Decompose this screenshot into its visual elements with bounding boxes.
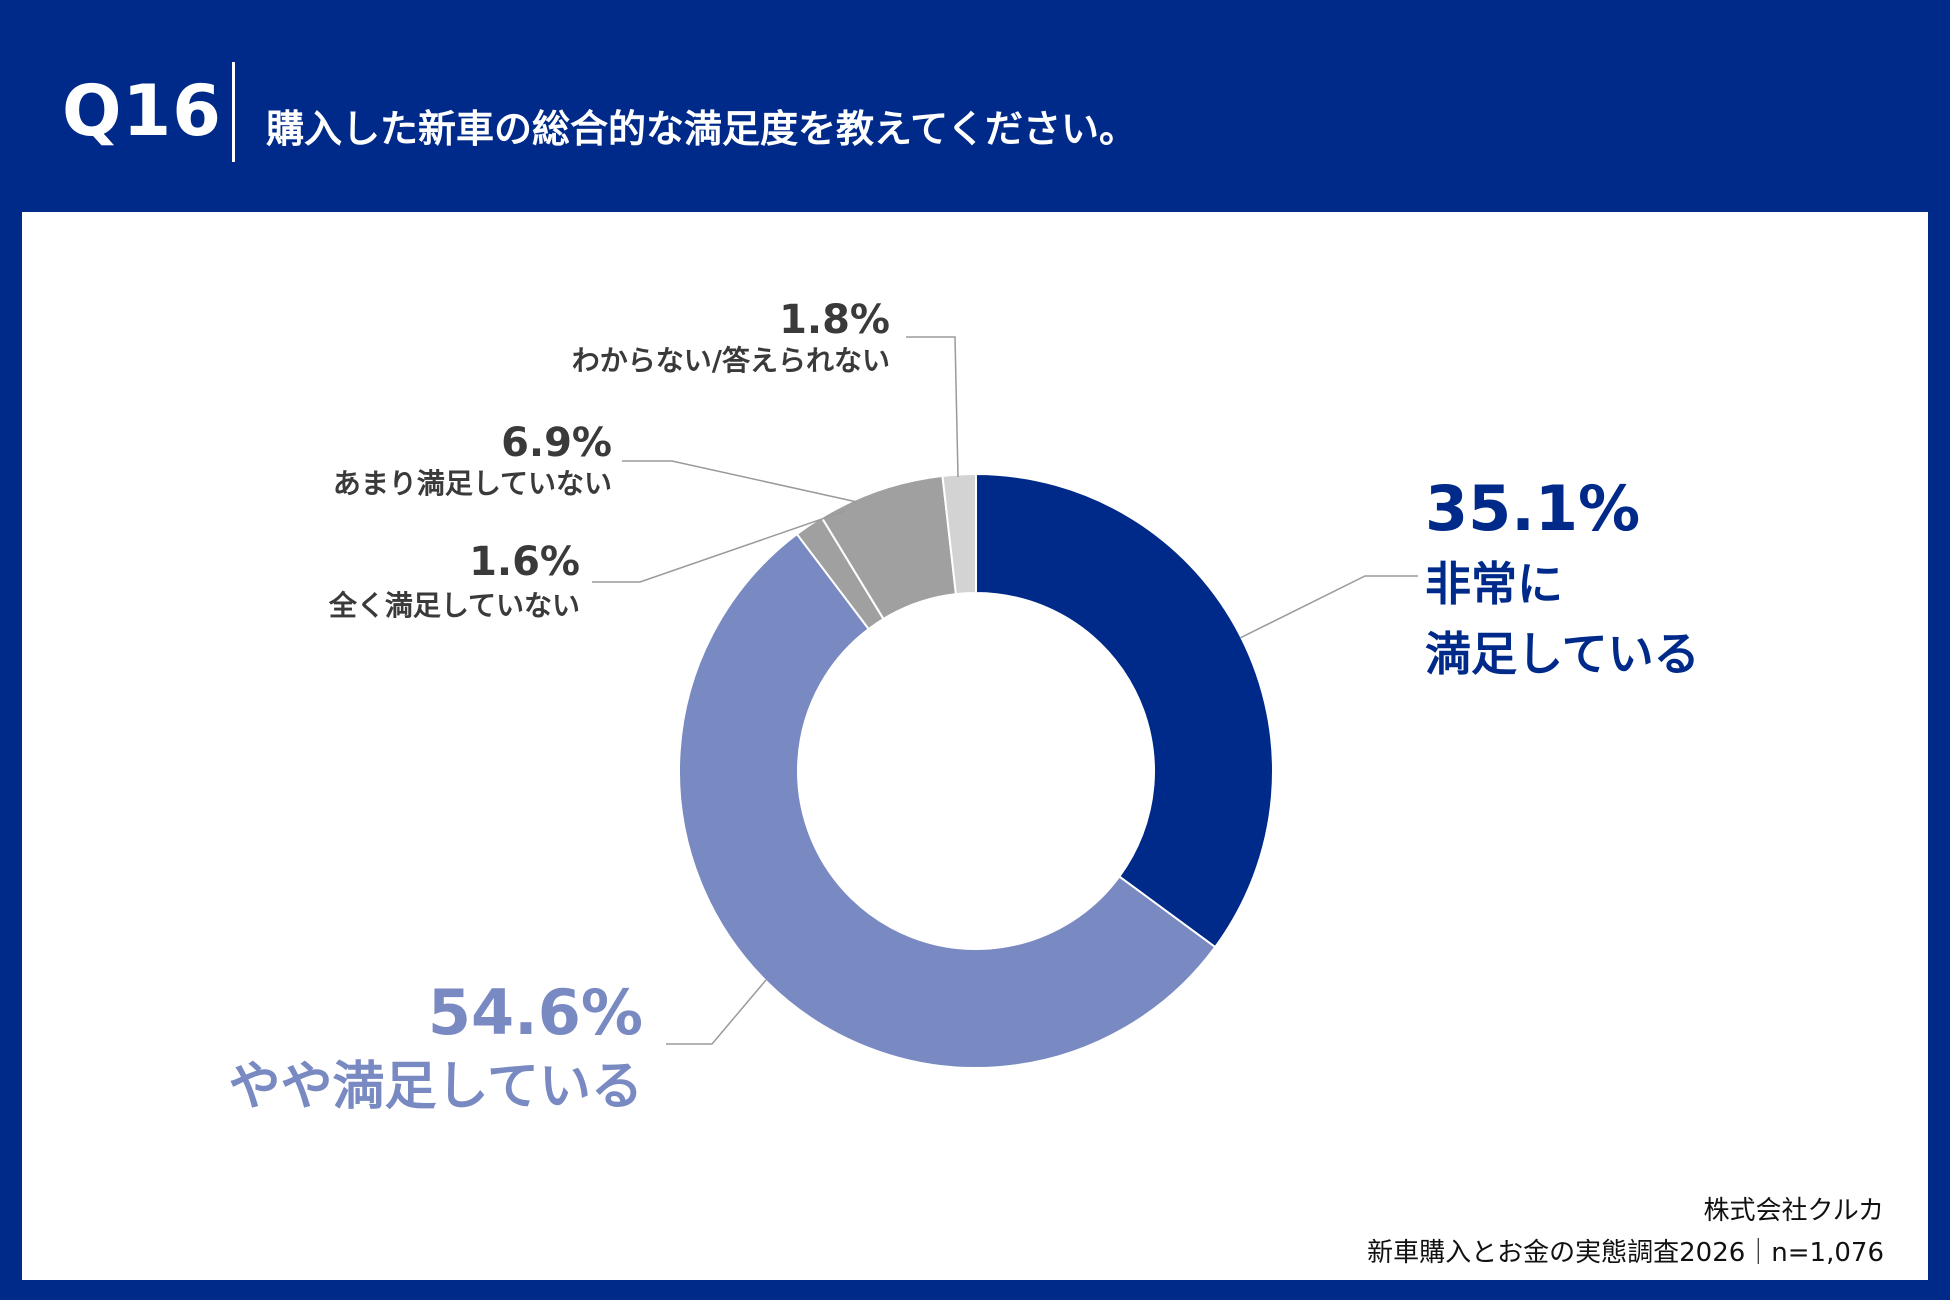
slice-percent-label: 54.6%: [428, 976, 643, 1049]
slice-percent-label: 1.8%: [779, 297, 890, 343]
leader-line-1: [666, 979, 767, 1045]
slice-category-label: 非常に: [1425, 557, 1563, 611]
slice-category-label: 全く満足していない: [328, 589, 580, 622]
slice-percent-label: 6.9%: [501, 420, 612, 466]
leader-line-3: [622, 460, 858, 503]
slice-category-label: 満足している: [1425, 627, 1700, 681]
donut-slice-1: [678, 532, 1217, 1069]
leader-line-0: [1239, 575, 1418, 639]
question-number: Q16: [62, 70, 222, 152]
source-survey: 新車購入とお金の実態調査2026｜n=1,076: [1367, 1238, 1884, 1268]
donut-slice-0: [975, 472, 1274, 949]
donut-slice-4: [941, 472, 977, 596]
slice-category-label: やや満足している: [229, 1057, 643, 1117]
question-title: 購入した新車の総合的な満足度を教えてください。: [266, 107, 1137, 151]
chart-panel: [22, 212, 1928, 1280]
header-divider: [232, 62, 235, 162]
leader-line-4: [906, 336, 959, 478]
leader-lines: [592, 336, 1418, 1045]
slice-percent-label: 1.6%: [469, 539, 580, 585]
source-company: 株式会社クルカ: [1703, 1196, 1884, 1226]
slice-category-label: あまり満足していない: [333, 467, 612, 500]
header: Q16 購入した新車の総合的な満足度を教えてください。: [0, 0, 1950, 210]
leader-line-2: [592, 510, 846, 583]
slice-percent-label: 35.1%: [1425, 472, 1640, 545]
donut-slices: [678, 472, 1274, 1069]
slice-category-label: わからない/答えられない: [572, 344, 890, 377]
